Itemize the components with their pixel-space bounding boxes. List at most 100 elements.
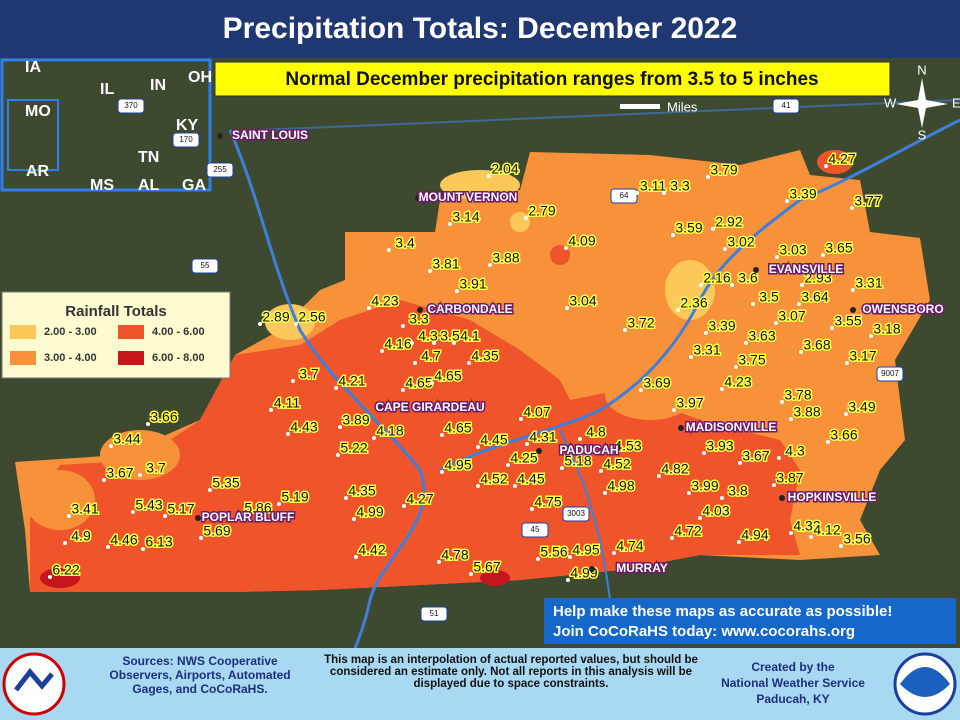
station-dot [772,483,776,487]
city-dot [779,495,785,501]
route-shield [876,366,904,382]
station-value: 4.07 [523,404,550,420]
city-dot [415,195,421,201]
station-dot [689,355,693,359]
station-dot [578,437,582,441]
station-dot [720,387,724,391]
station-dot [720,496,724,500]
station-value: 3.65 [825,240,852,256]
station-dot [131,510,135,514]
route-number: 51 [430,609,439,618]
sources: Sources: NWS Cooperative Observers, Airp… [109,654,291,696]
station-value: 3.88 [793,404,820,420]
state-label: AL [138,177,160,194]
station-value: 3.55 [834,313,861,329]
station-dot [704,331,708,335]
state-label: KY [176,117,199,134]
route-shield [117,98,145,114]
station-value: 2.93 [804,270,831,286]
station-value: 6.13 [145,534,172,550]
station-dot [277,502,281,506]
station-dot [440,433,444,437]
compass-w: W [884,95,897,110]
station-dot [440,470,444,474]
station-dot [354,555,358,559]
route-number: 9007 [881,369,899,378]
station-dot [789,531,793,535]
state-label: OH [188,69,212,86]
station-value: 3.59 [675,220,702,236]
station-dot [102,478,106,482]
station-value: 5.56 [540,544,567,560]
station-value: 4.25 [510,450,537,466]
station-value: 4.95 [444,457,471,473]
station-value: 5.69 [203,523,230,539]
station-value: 2.89 [262,309,289,325]
station-dot [698,516,702,520]
station-dot [844,412,848,416]
state-label: TN [138,149,159,166]
station-value: 4.65 [434,368,461,384]
station-value: 4.23 [371,293,398,309]
station-dot [367,306,371,310]
station-value: 4.43 [290,419,317,435]
station-value: 3.99 [691,478,718,494]
station-value: 4.03 [702,503,729,519]
city-label: EVANSVILLE [769,262,843,276]
station-value: 3.17 [849,348,876,364]
station-dot [737,540,741,544]
station-value: 4.65 [405,375,432,391]
city-label: CAPE GIRARDEAU [375,400,484,414]
station-dot [672,408,676,412]
station-dot [699,283,703,287]
route-number: 170 [179,135,193,144]
station-value: 3.03 [779,242,806,258]
region-3-4 [605,370,695,420]
city-label: CARBONDALE [427,302,512,316]
station-dot [785,199,789,203]
station-dot [774,321,778,325]
credit-line: Paducah, KY [756,692,829,706]
station-value: 3.02 [727,234,754,250]
river [559,429,611,601]
station-dot [487,174,491,178]
route-shield [191,258,219,274]
station-dot [432,341,436,345]
station-dot [821,253,825,257]
footer [0,648,960,720]
station-dot [352,517,356,521]
station-dot [437,560,441,564]
station-dot [706,175,710,179]
station-dot [372,436,376,440]
station-dot [850,206,854,210]
inset-frame [7,99,59,171]
station-value: 3.8 [728,483,748,499]
station-dot [525,442,529,446]
state-label: IN [150,77,166,94]
station-value: 3.63 [748,328,775,344]
route-shield [206,162,234,178]
station-dot [67,514,71,518]
station-value: 4.75 [534,494,561,510]
station-dot [639,388,643,392]
route-shield [562,506,590,522]
station-value: 4.78 [441,547,468,563]
legend-label: 4.00 - 6.00 [152,326,205,338]
scale-bar [620,104,660,109]
station-value: 4.99 [356,504,383,520]
station-dot [869,334,873,338]
legend-items: 2.00 - 3.00 4.00 - 6.00 3.00 - 4.00 6.00 - … [10,325,205,365]
station-value: 3.75 [738,352,765,368]
station-dot [430,381,434,385]
credit-line: Created by the [751,660,835,674]
station-dot [199,536,203,540]
station-value: 4.27 [828,151,855,167]
station-dot [734,365,738,369]
station-dot [467,361,471,365]
station-value: 4.65 [444,420,471,436]
station-value: 5.17 [167,501,194,517]
river [439,118,960,472]
station-value: 3.31 [693,342,720,358]
state-label: IL [100,81,114,98]
station-value: 3.3 [409,311,429,327]
